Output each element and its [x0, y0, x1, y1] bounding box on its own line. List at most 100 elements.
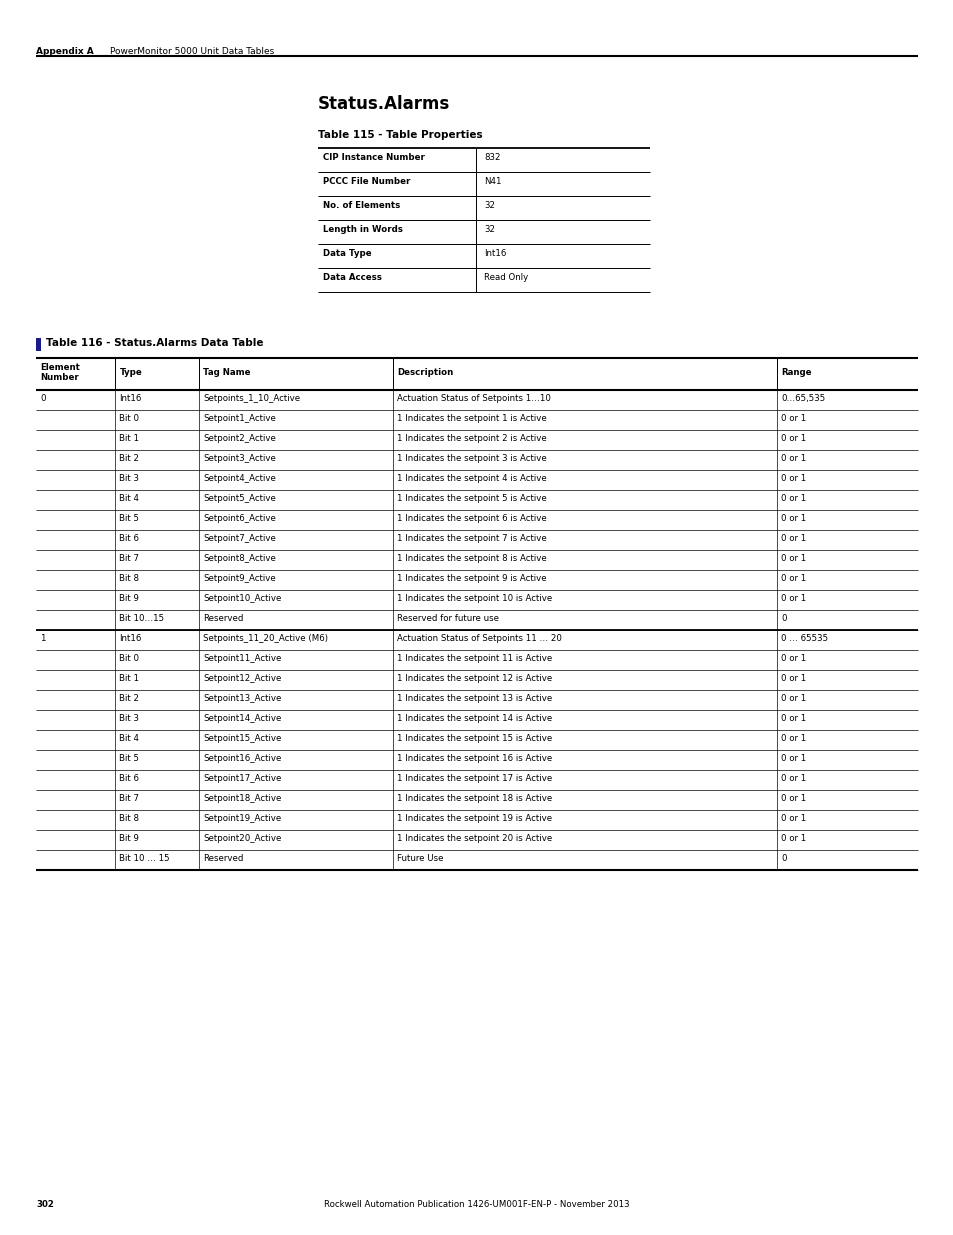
- Text: 1 Indicates the setpoint 15 is Active: 1 Indicates the setpoint 15 is Active: [396, 734, 552, 743]
- Text: Length in Words: Length in Words: [323, 225, 402, 233]
- Text: N41: N41: [483, 177, 501, 186]
- Text: 1 Indicates the setpoint 18 is Active: 1 Indicates the setpoint 18 is Active: [396, 794, 552, 803]
- Text: Bit 10…15: Bit 10…15: [119, 614, 164, 622]
- Text: Actuation Status of Setpoints 1…10: Actuation Status of Setpoints 1…10: [396, 394, 551, 403]
- Text: Setpoint1_Active: Setpoint1_Active: [203, 414, 275, 424]
- Text: Tag Name: Tag Name: [203, 368, 251, 377]
- Text: Setpoint15_Active: Setpoint15_Active: [203, 734, 281, 743]
- Text: 0 or 1: 0 or 1: [781, 494, 805, 503]
- Text: 0: 0: [781, 853, 785, 863]
- Text: Table 116 - Status.Alarms Data Table: Table 116 - Status.Alarms Data Table: [46, 338, 263, 348]
- Text: Bit 4: Bit 4: [119, 734, 139, 743]
- Text: PowerMonitor 5000 Unit Data Tables: PowerMonitor 5000 Unit Data Tables: [110, 47, 274, 56]
- Text: 0 or 1: 0 or 1: [781, 814, 805, 823]
- Text: Setpoint13_Active: Setpoint13_Active: [203, 694, 281, 703]
- Text: 0 or 1: 0 or 1: [781, 555, 805, 563]
- Text: 1 Indicates the setpoint 14 is Active: 1 Indicates the setpoint 14 is Active: [396, 714, 552, 722]
- Text: Reserved for future use: Reserved for future use: [396, 614, 498, 622]
- Text: Data Access: Data Access: [323, 273, 381, 282]
- Text: Setpoint12_Active: Setpoint12_Active: [203, 674, 281, 683]
- Text: 1 Indicates the setpoint 16 is Active: 1 Indicates the setpoint 16 is Active: [396, 755, 552, 763]
- Text: CIP Instance Number: CIP Instance Number: [323, 153, 424, 162]
- Text: Int16: Int16: [119, 634, 142, 643]
- Text: 0…65,535: 0…65,535: [781, 394, 824, 403]
- Text: Bit 9: Bit 9: [119, 834, 139, 844]
- Text: 1 Indicates the setpoint 10 is Active: 1 Indicates the setpoint 10 is Active: [396, 594, 552, 603]
- Text: Rockwell Automation Publication 1426-UM001F-EN-P - November 2013: Rockwell Automation Publication 1426-UM0…: [324, 1200, 629, 1209]
- Text: Setpoints_11_20_Active (M6): Setpoints_11_20_Active (M6): [203, 634, 328, 643]
- Text: Range: Range: [781, 368, 811, 377]
- Text: Setpoint7_Active: Setpoint7_Active: [203, 534, 275, 543]
- Text: Bit 7: Bit 7: [119, 555, 139, 563]
- Text: 0 or 1: 0 or 1: [781, 774, 805, 783]
- Text: Setpoint4_Active: Setpoint4_Active: [203, 474, 275, 483]
- Text: No. of Elements: No. of Elements: [323, 201, 400, 210]
- Text: Setpoint8_Active: Setpoint8_Active: [203, 555, 275, 563]
- Text: Setpoint19_Active: Setpoint19_Active: [203, 814, 281, 823]
- Text: Setpoint11_Active: Setpoint11_Active: [203, 655, 281, 663]
- Text: 0 or 1: 0 or 1: [781, 433, 805, 443]
- Text: Bit 1: Bit 1: [119, 674, 139, 683]
- Text: Bit 0: Bit 0: [119, 655, 139, 663]
- Text: Setpoint3_Active: Setpoint3_Active: [203, 454, 275, 463]
- Text: Setpoint18_Active: Setpoint18_Active: [203, 794, 281, 803]
- Text: Bit 0: Bit 0: [119, 414, 139, 424]
- Text: 0 or 1: 0 or 1: [781, 674, 805, 683]
- Text: 0 or 1: 0 or 1: [781, 794, 805, 803]
- Text: Bit 10 … 15: Bit 10 … 15: [119, 853, 170, 863]
- Text: Bit 2: Bit 2: [119, 694, 139, 703]
- Text: 0 or 1: 0 or 1: [781, 594, 805, 603]
- Text: Setpoint6_Active: Setpoint6_Active: [203, 514, 275, 522]
- Text: 1 Indicates the setpoint 8 is Active: 1 Indicates the setpoint 8 is Active: [396, 555, 546, 563]
- Text: 302: 302: [36, 1200, 53, 1209]
- Text: Bit 5: Bit 5: [119, 755, 139, 763]
- Text: 0 … 65535: 0 … 65535: [781, 634, 827, 643]
- Text: Bit 7: Bit 7: [119, 794, 139, 803]
- Text: 1 Indicates the setpoint 6 is Active: 1 Indicates the setpoint 6 is Active: [396, 514, 546, 522]
- Text: 0 or 1: 0 or 1: [781, 574, 805, 583]
- Text: Bit 3: Bit 3: [119, 714, 139, 722]
- Text: Read Only: Read Only: [483, 273, 528, 282]
- Text: Setpoint16_Active: Setpoint16_Active: [203, 755, 281, 763]
- Text: 1 Indicates the setpoint 20 is Active: 1 Indicates the setpoint 20 is Active: [396, 834, 552, 844]
- Text: Setpoint20_Active: Setpoint20_Active: [203, 834, 281, 844]
- Text: PCCC File Number: PCCC File Number: [323, 177, 410, 186]
- Text: 0: 0: [781, 614, 785, 622]
- Text: Setpoint14_Active: Setpoint14_Active: [203, 714, 281, 722]
- Text: Data Type: Data Type: [323, 249, 372, 258]
- Text: 0 or 1: 0 or 1: [781, 694, 805, 703]
- Text: Bit 9: Bit 9: [119, 594, 139, 603]
- Text: Future Use: Future Use: [396, 853, 443, 863]
- Text: Number: Number: [40, 373, 79, 382]
- Text: 0 or 1: 0 or 1: [781, 454, 805, 463]
- Text: Element: Element: [40, 363, 80, 372]
- Text: Setpoint2_Active: Setpoint2_Active: [203, 433, 275, 443]
- Text: 0: 0: [40, 394, 46, 403]
- Text: 0 or 1: 0 or 1: [781, 834, 805, 844]
- Text: 32: 32: [483, 225, 495, 233]
- Text: Bit 1: Bit 1: [119, 433, 139, 443]
- Text: 0 or 1: 0 or 1: [781, 714, 805, 722]
- Text: 0 or 1: 0 or 1: [781, 514, 805, 522]
- Text: Status.Alarms: Status.Alarms: [317, 95, 450, 112]
- Text: 1 Indicates the setpoint 4 is Active: 1 Indicates the setpoint 4 is Active: [396, 474, 546, 483]
- Text: 1 Indicates the setpoint 3 is Active: 1 Indicates the setpoint 3 is Active: [396, 454, 546, 463]
- Text: 1 Indicates the setpoint 13 is Active: 1 Indicates the setpoint 13 is Active: [396, 694, 552, 703]
- Text: 1 Indicates the setpoint 17 is Active: 1 Indicates the setpoint 17 is Active: [396, 774, 552, 783]
- Text: Bit 4: Bit 4: [119, 494, 139, 503]
- Text: Setpoint9_Active: Setpoint9_Active: [203, 574, 275, 583]
- Text: Setpoint5_Active: Setpoint5_Active: [203, 494, 275, 503]
- Text: 1 Indicates the setpoint 19 is Active: 1 Indicates the setpoint 19 is Active: [396, 814, 552, 823]
- Text: 1 Indicates the setpoint 9 is Active: 1 Indicates the setpoint 9 is Active: [396, 574, 546, 583]
- Text: 1 Indicates the setpoint 11 is Active: 1 Indicates the setpoint 11 is Active: [396, 655, 552, 663]
- Text: 1 Indicates the setpoint 7 is Active: 1 Indicates the setpoint 7 is Active: [396, 534, 546, 543]
- Text: Bit 8: Bit 8: [119, 814, 139, 823]
- Text: 1 Indicates the setpoint 5 is Active: 1 Indicates the setpoint 5 is Active: [396, 494, 546, 503]
- Text: 0 or 1: 0 or 1: [781, 474, 805, 483]
- Text: 0 or 1: 0 or 1: [781, 534, 805, 543]
- Text: Bit 2: Bit 2: [119, 454, 139, 463]
- Text: 1: 1: [40, 634, 46, 643]
- Text: 0 or 1: 0 or 1: [781, 655, 805, 663]
- Text: Bit 5: Bit 5: [119, 514, 139, 522]
- Text: 0 or 1: 0 or 1: [781, 755, 805, 763]
